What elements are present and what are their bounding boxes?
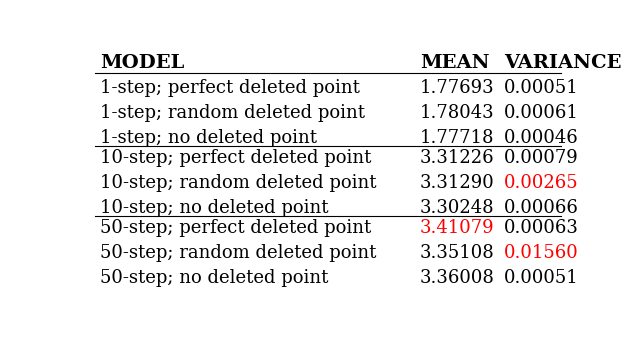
Text: 3.30248: 3.30248 <box>420 199 494 216</box>
Text: MEAN: MEAN <box>420 55 489 72</box>
Text: MODEL: MODEL <box>100 55 184 72</box>
Text: 3.31290: 3.31290 <box>420 174 495 192</box>
Text: 3.35108: 3.35108 <box>420 244 495 262</box>
Text: 50-step; perfect deleted point: 50-step; perfect deleted point <box>100 220 371 237</box>
Text: 10-step; perfect deleted point: 10-step; perfect deleted point <box>100 150 371 167</box>
Text: 0.00051: 0.00051 <box>504 80 579 97</box>
Text: 0.01560: 0.01560 <box>504 244 579 262</box>
Text: 1.78043: 1.78043 <box>420 104 494 122</box>
Text: 3.31226: 3.31226 <box>420 150 494 167</box>
Text: 50-step; random deleted point: 50-step; random deleted point <box>100 244 376 262</box>
Text: 3.36008: 3.36008 <box>420 269 495 286</box>
Text: 1-step; perfect deleted point: 1-step; perfect deleted point <box>100 80 360 97</box>
Text: 10-step; random deleted point: 10-step; random deleted point <box>100 174 376 192</box>
Text: 0.00265: 0.00265 <box>504 174 579 192</box>
Text: 1.77693: 1.77693 <box>420 80 494 97</box>
Text: 1.77718: 1.77718 <box>420 129 494 146</box>
Text: 0.00079: 0.00079 <box>504 150 579 167</box>
Text: 0.00063: 0.00063 <box>504 220 579 237</box>
Text: 1-step; random deleted point: 1-step; random deleted point <box>100 104 365 122</box>
Text: 0.00046: 0.00046 <box>504 129 579 146</box>
Text: 50-step; no deleted point: 50-step; no deleted point <box>100 269 328 286</box>
Text: 0.00051: 0.00051 <box>504 269 579 286</box>
Text: 1-step; no deleted point: 1-step; no deleted point <box>100 129 317 146</box>
Text: 10-step; no deleted point: 10-step; no deleted point <box>100 199 328 216</box>
Text: 0.00066: 0.00066 <box>504 199 579 216</box>
Text: 0.00061: 0.00061 <box>504 104 579 122</box>
Text: 3.41079: 3.41079 <box>420 220 494 237</box>
Text: VARIANCE: VARIANCE <box>504 55 621 72</box>
